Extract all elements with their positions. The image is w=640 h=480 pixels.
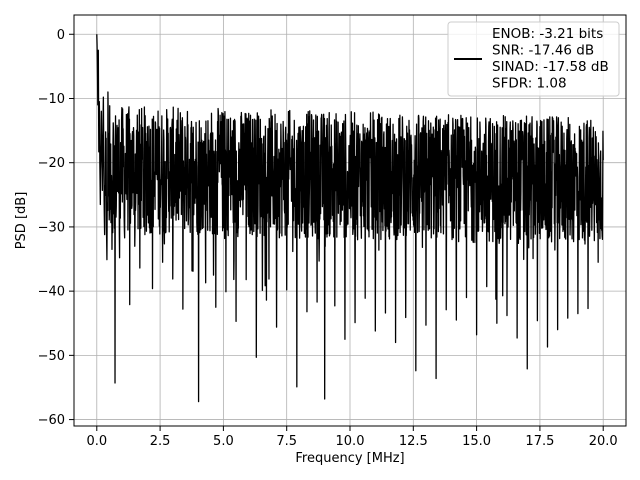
x-tick-label: 10.0 (336, 434, 365, 449)
y-tick-label: 0 (57, 28, 65, 43)
x-tick-label: 15.0 (462, 434, 491, 449)
y-tick-label: −60 (38, 413, 65, 428)
x-tick-label: 17.5 (525, 434, 554, 449)
y-axis-label: PSD [dB] (14, 192, 29, 250)
x-tick-label: 20.0 (589, 434, 618, 449)
y-tick-label: −50 (38, 349, 65, 364)
legend: ENOB: -3.21 bits SNR: -17.46 dB SINAD: -… (447, 21, 620, 97)
psd-series-line (96, 34, 604, 403)
y-tick-label: −20 (38, 156, 65, 171)
legend-snr: SNR: -17.46 dB (492, 43, 594, 59)
series-layer (96, 34, 604, 403)
x-tick-label: 5.0 (213, 434, 234, 449)
y-tick-label: −10 (38, 92, 65, 107)
legend-box (447, 21, 620, 97)
y-tick-label: −30 (38, 220, 65, 235)
y-tick-label: −40 (38, 285, 65, 300)
x-tick-label: 7.5 (276, 434, 297, 449)
x-tick-label: 12.5 (399, 434, 428, 449)
x-tick-label: 0.0 (86, 434, 107, 449)
x-tick-label: 2.5 (150, 434, 171, 449)
y-axis-ticks: 0 −10 −20 −30 −40 −50 −60 (38, 28, 74, 428)
x-axis-label: Frequency [MHz] (295, 451, 404, 466)
legend-sinad: SINAD: -17.58 dB (492, 59, 609, 75)
legend-sfdr: SFDR: 1.08 (492, 76, 567, 92)
legend-enob: ENOB: -3.21 bits (492, 26, 603, 42)
x-axis-ticks: 0.0 2.5 5.0 7.5 10.0 12.5 15.0 17.5 20.0 (86, 426, 618, 449)
